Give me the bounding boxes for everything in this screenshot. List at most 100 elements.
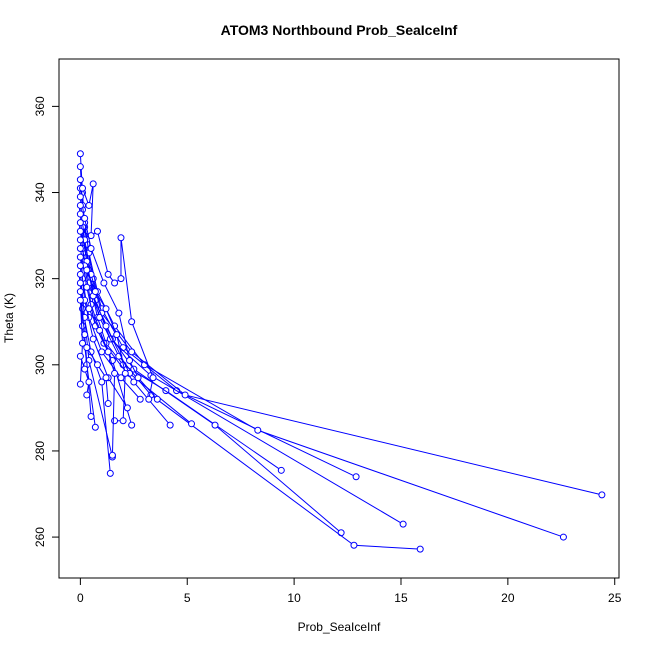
data-point: [76, 210, 84, 218]
data-point: [277, 466, 285, 474]
data-point: [76, 245, 84, 253]
data-point: [399, 520, 407, 528]
data-point: [76, 176, 84, 184]
data-point: [76, 193, 84, 201]
data-point: [113, 331, 121, 339]
data-point: [111, 369, 119, 377]
data-point: [102, 322, 110, 330]
series-line: [79, 222, 192, 425]
data-point: [130, 378, 138, 386]
data-point: [126, 356, 134, 364]
y-tick-label: 320: [33, 268, 47, 288]
data-point: [85, 201, 93, 209]
series-line: [82, 183, 154, 400]
data-point: [128, 318, 136, 326]
data-point: [91, 423, 99, 431]
x-tick-label: 15: [394, 591, 408, 605]
data-point: [111, 417, 119, 425]
data-point: [149, 374, 157, 382]
series-profile-21: [85, 305, 119, 459]
data-point: [76, 279, 84, 287]
x-axis-label: Prob_SeaIceInf: [298, 620, 381, 634]
series-profile-16: [76, 288, 95, 420]
data-point: [416, 545, 424, 553]
data-point: [111, 279, 119, 287]
data-point: [76, 227, 84, 235]
data-point: [81, 214, 89, 222]
data-point: [106, 469, 114, 477]
data-point: [119, 417, 127, 425]
chart-title: ATOM3 Northbound Prob_SeaIceInf: [221, 22, 458, 38]
data-point: [102, 374, 110, 382]
series-profile-20: [83, 266, 129, 425]
data-point: [76, 236, 84, 244]
data-point: [117, 234, 125, 242]
data-point: [76, 270, 84, 278]
data-point: [211, 421, 219, 429]
series-profile-11: [76, 245, 136, 429]
data-point: [87, 245, 95, 253]
y-tick-label: 340: [33, 182, 47, 202]
data-point: [91, 288, 99, 296]
data-point: [121, 369, 129, 377]
data-point: [104, 348, 112, 356]
data-point: [98, 378, 106, 386]
x-axis: 0 5 10 15 20 25: [77, 577, 622, 605]
y-tick-label: 360: [33, 96, 47, 116]
data-point: [81, 365, 89, 373]
data-point: [352, 473, 360, 481]
data-point: [93, 361, 101, 369]
data-point: [85, 305, 93, 313]
series-line: [79, 274, 113, 458]
x-tick-label: 5: [184, 591, 191, 605]
data-point: [166, 421, 174, 429]
data-point: [102, 305, 110, 313]
x-tick-label: 0: [77, 591, 84, 605]
data-point: [76, 288, 84, 296]
data-point: [104, 400, 112, 408]
data-point: [79, 184, 87, 192]
data-point: [85, 378, 93, 386]
data-point: [76, 352, 84, 360]
y-tick-label: 300: [33, 354, 47, 374]
data-point: [598, 491, 606, 499]
data-point: [79, 322, 87, 330]
series-profile-19: [81, 214, 161, 403]
data-point: [93, 227, 101, 235]
data-point: [83, 344, 91, 352]
series-line: [79, 356, 90, 396]
x-tick-label: 20: [501, 591, 515, 605]
data-point: [89, 180, 97, 188]
x-tick-label: 25: [608, 591, 622, 605]
data-point: [83, 283, 91, 291]
data-point: [254, 426, 262, 434]
series-profile-22: [83, 344, 112, 408]
data-point: [98, 348, 106, 356]
data-point: [145, 395, 153, 403]
series-layer: [76, 150, 606, 553]
x-tick-label: 10: [287, 591, 301, 605]
data-point: [76, 380, 84, 388]
data-point: [337, 529, 345, 537]
data-point: [188, 420, 196, 428]
series-profile-17: [76, 296, 87, 388]
data-point: [83, 391, 91, 399]
data-point: [96, 326, 104, 334]
data-point: [136, 395, 144, 403]
data-point: [117, 275, 125, 283]
data-point: [76, 253, 84, 261]
data-point: [76, 150, 84, 158]
data-point: [76, 296, 84, 304]
series-profile-18: [79, 180, 157, 403]
data-point: [76, 219, 84, 227]
data-point: [115, 309, 123, 317]
data-point: [100, 279, 108, 287]
data-point: [350, 541, 358, 549]
series-line: [86, 347, 109, 404]
data-point: [134, 374, 142, 382]
data-point: [89, 335, 97, 343]
data-point: [123, 404, 131, 412]
y-tick-label: 280: [33, 441, 47, 461]
data-point: [76, 262, 84, 270]
